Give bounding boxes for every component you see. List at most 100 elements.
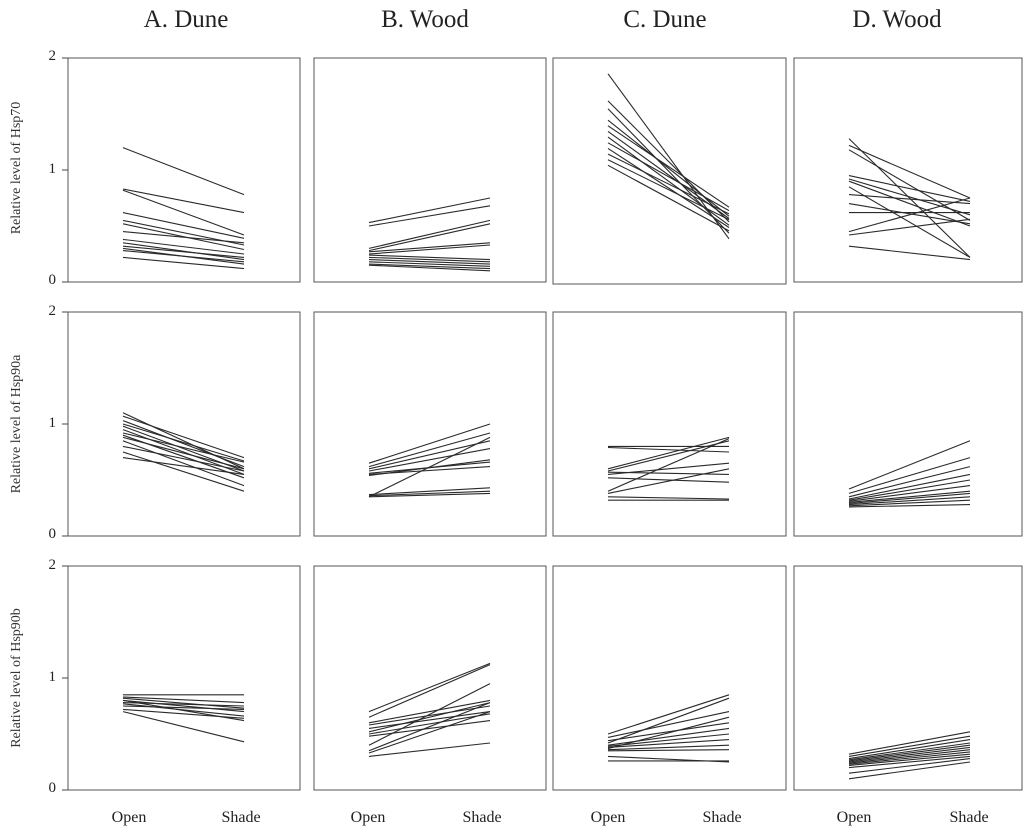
series-line — [368, 711, 491, 729]
series-line — [368, 263, 491, 270]
ytick-r1-0: 0 — [48, 272, 57, 288]
series-line — [607, 147, 730, 228]
series-line — [368, 205, 491, 227]
series-line — [122, 711, 245, 743]
series-line — [607, 108, 730, 234]
series-line — [368, 244, 491, 255]
series-line — [848, 203, 971, 225]
series-line — [368, 742, 491, 757]
series-line — [848, 761, 971, 780]
series-line — [848, 744, 971, 762]
series-line — [607, 164, 730, 232]
ytick-r2-2: 2 — [48, 303, 57, 319]
column-title-c: C. Dune — [623, 6, 707, 33]
series-line — [368, 197, 491, 224]
series-line — [848, 492, 971, 505]
series-line — [368, 436, 491, 498]
series-line — [848, 731, 971, 755]
series-line — [848, 194, 971, 205]
series-line — [848, 485, 971, 502]
xcat-shade-d: Shade — [949, 809, 989, 826]
series-line — [848, 479, 971, 501]
series-line — [607, 119, 730, 217]
series-line — [122, 432, 245, 463]
series-line — [368, 711, 491, 754]
series-line — [607, 73, 730, 240]
column-title-b: B. Wood — [381, 6, 469, 33]
series-line — [368, 490, 491, 497]
series-line — [122, 451, 245, 492]
series-line — [848, 753, 971, 766]
series-line — [368, 720, 491, 737]
panel-frame — [793, 565, 1023, 791]
series-line — [848, 755, 971, 769]
series-line — [848, 138, 971, 258]
series-line — [122, 238, 245, 255]
ytick-r2-0: 0 — [48, 526, 57, 542]
panel-frame — [552, 565, 787, 791]
series-line — [848, 504, 971, 508]
series-line — [848, 496, 971, 506]
panel-frame — [793, 311, 1023, 537]
series-line — [607, 477, 730, 483]
series-line — [848, 457, 971, 494]
series-line — [607, 711, 730, 738]
panel-frame — [67, 565, 301, 791]
series-line — [607, 749, 730, 752]
series-line — [122, 212, 245, 239]
xcat-open-b: Open — [350, 809, 386, 826]
series-line — [848, 739, 971, 760]
series-line — [848, 144, 971, 199]
series-line — [607, 727, 730, 746]
series-line — [607, 446, 730, 453]
series-line — [848, 499, 971, 507]
series-line — [368, 264, 491, 272]
series-line — [122, 697, 245, 709]
series-line — [607, 136, 730, 226]
series-line — [607, 739, 730, 748]
series-line — [607, 153, 730, 215]
panel-frame — [313, 311, 547, 537]
panel-frame — [67, 311, 301, 537]
series-line — [607, 438, 730, 492]
series-line — [848, 178, 971, 216]
xcat-open-a: Open — [111, 809, 147, 826]
series-line — [122, 702, 245, 707]
series-line — [848, 245, 971, 261]
xcat-shade-a: Shade — [221, 809, 261, 826]
series-line — [607, 496, 730, 500]
series-line — [122, 708, 245, 719]
series-line — [368, 705, 491, 726]
series-line — [368, 683, 491, 746]
panel-frame — [552, 311, 787, 537]
series-line — [607, 716, 730, 750]
series-line — [368, 432, 491, 468]
panel-frame — [313, 57, 547, 283]
series-line — [848, 186, 971, 258]
series-line — [848, 175, 971, 202]
series-line — [122, 231, 245, 244]
series-line — [368, 242, 491, 253]
series-line — [368, 702, 491, 752]
series-line — [368, 487, 491, 496]
series-line — [848, 197, 971, 233]
ytick-r3-2: 2 — [48, 557, 57, 573]
series-line — [122, 457, 245, 475]
series-line — [848, 758, 971, 774]
series-line — [607, 468, 730, 494]
series-line — [368, 219, 491, 249]
series-line — [848, 735, 971, 757]
series-line — [848, 466, 971, 498]
series-line — [848, 749, 971, 764]
ytick-r2-1: 1 — [48, 415, 57, 431]
series-line — [122, 147, 245, 196]
ytick-r3-0: 0 — [48, 780, 57, 796]
series-line — [368, 699, 491, 724]
series-line — [368, 256, 491, 263]
xcat-shade-c: Shade — [702, 809, 742, 826]
series-line — [122, 250, 245, 263]
series-line — [607, 722, 730, 742]
ytick-r1-1: 1 — [48, 161, 57, 177]
series-line — [122, 440, 245, 487]
series-line — [368, 492, 491, 498]
